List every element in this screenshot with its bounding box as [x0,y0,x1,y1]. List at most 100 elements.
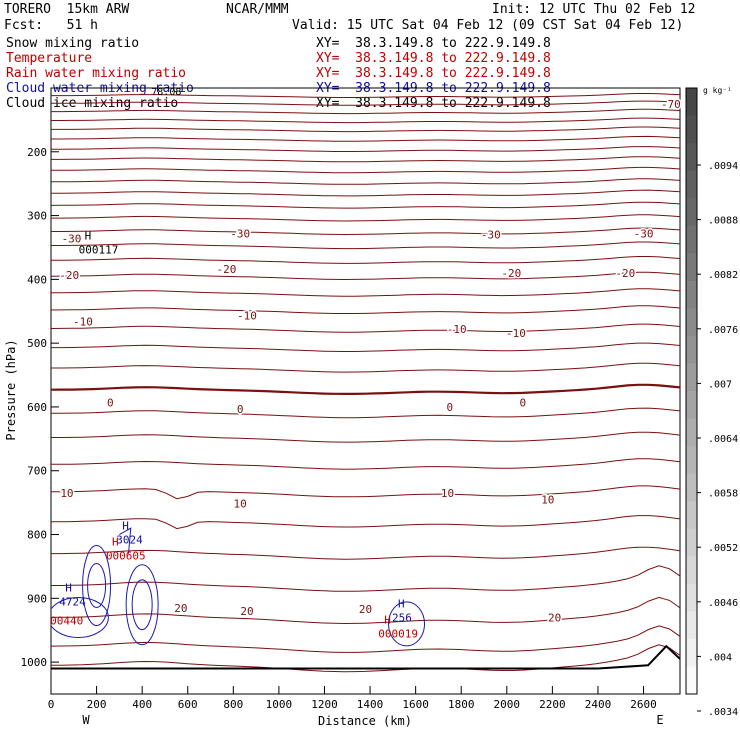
isotherm-label: -30 [481,229,501,242]
isotherm-line [51,100,680,106]
isotherm-line [51,546,680,560]
colorbar-step [686,225,697,254]
isotherm-label: -30 [634,227,654,240]
y-tick-label: 900 [27,592,47,605]
colorbar-step [686,280,697,309]
x-tick-label: 2000 [494,698,521,711]
y-tick-label: 500 [27,337,47,350]
y-tick-label: 800 [27,529,47,542]
colorbar-step [686,115,697,144]
isotherm-line [51,166,680,174]
colorbar-tick-label: .007 [708,379,732,390]
isotherm-line [51,108,680,115]
isotherm-label: 10 [60,487,73,500]
isotherm-label: -30 [230,227,250,240]
x-tick-label: 1200 [311,698,338,711]
colorbar-tick-label: .0088 [708,216,738,227]
terrain-line [51,644,680,670]
x-tick-label: 1400 [357,698,384,711]
isotherm-label: 10 [441,487,454,500]
extremum-value: 000019 [378,627,418,640]
y-tick-label: 400 [27,273,47,286]
cloud-water-contour [87,563,107,609]
isotherm-label: -20 [501,267,521,280]
isotherm-line [51,178,680,185]
isotherm-line [51,126,680,133]
y-tick-label: 200 [27,146,47,159]
field-name-cloud-ice: Cloud ice mixing ratio [6,96,179,111]
extremum-mark: H [384,613,391,626]
colorbar-tick-label: .0052 [708,543,738,554]
isotherm-line [51,201,680,209]
isotherm-label: -20 [615,267,635,280]
extremum-value: 3024 [116,534,143,547]
colorbar-step [686,583,697,612]
isotherm-line [51,189,680,197]
plot-frame [50,87,681,695]
isotherm-label: 0 [519,396,526,409]
isotherm-line [51,625,680,653]
y-tick-label: 700 [27,465,47,478]
x-tick-label: 1800 [448,698,475,711]
isotherm-line [51,271,680,281]
isotherm-label: -10 [506,327,526,340]
colorbar-step [686,638,697,667]
isotherm-label: -70 [661,98,681,111]
colorbar-step [686,143,697,172]
isotherm-line [51,458,680,470]
x-tick-label: 2200 [539,698,566,711]
y-tick-label: 600 [27,401,47,414]
colorbar-step [686,253,697,282]
colorbar-tick-label: .0064 [708,434,738,445]
isotherm-line [51,256,680,264]
colorbar-tick-label: .0058 [708,489,738,500]
x-tick-label: 200 [87,698,107,711]
center-title: NCAR/MMM [226,2,289,17]
colorbar-step [686,198,697,227]
isotherm-line [51,596,680,625]
colorbar-step [686,170,697,199]
cloud-water-contour [119,527,132,554]
partial-top-label: 78.08 [151,87,181,98]
isotherm-line [51,565,680,592]
colorbar-step [686,556,697,585]
isotherm-line [51,383,680,395]
colorbar-step [686,308,697,337]
colorbar-tick-label: .0082 [708,270,738,281]
colorbar-step [686,446,697,475]
cloud-water-contour [131,579,153,631]
extremum-mark: H [398,597,405,610]
isotherm-line [51,342,680,352]
model-title: TORERO 15km ARW [4,2,130,17]
isotherm-line [51,146,680,152]
isotherm-label: -30 [62,233,82,246]
colorbar-step [686,418,697,447]
isotherm-line [51,214,680,222]
extremum-value: 256 [392,611,412,624]
field-xy-rain: XY= 38.3.149.8 to 222.9.149.8 [316,66,551,81]
colorbar-step [686,473,697,502]
colorbar-unit: g kg⁻¹ [703,86,732,95]
cloud-water-contour [82,545,112,627]
isotherm-label: -10 [73,315,93,328]
isotherm-line [51,431,680,443]
colorbar-step [686,391,697,420]
west-label: W [82,713,90,727]
colorbar-step [686,528,697,557]
isotherm-line [51,485,680,500]
x-tick-label: 1600 [402,698,429,711]
extremum-value: 4724 [59,596,86,609]
y-tick-label: 1000 [21,656,48,669]
isotherm-label: 20 [359,603,372,616]
extremum-mark: H [122,520,129,533]
isotherm-label: 0 [237,403,244,416]
field-name-temperature: Temperature [6,51,93,66]
y-tick-label: 300 [27,210,47,223]
field-xy-snow: XY= 38.3.149.8 to 222.9.149.8 [316,36,551,51]
colorbar-tick-label: .0034 [708,707,738,718]
valid-time: Valid: 15 UTC Sat 04 Feb 12 (09 CST Sat … [292,18,684,33]
cloud-water-contour [51,596,109,638]
isotherm-line [51,407,680,419]
isotherm-line [51,227,680,236]
field-name-snow: Snow mixing ratio [6,36,140,51]
